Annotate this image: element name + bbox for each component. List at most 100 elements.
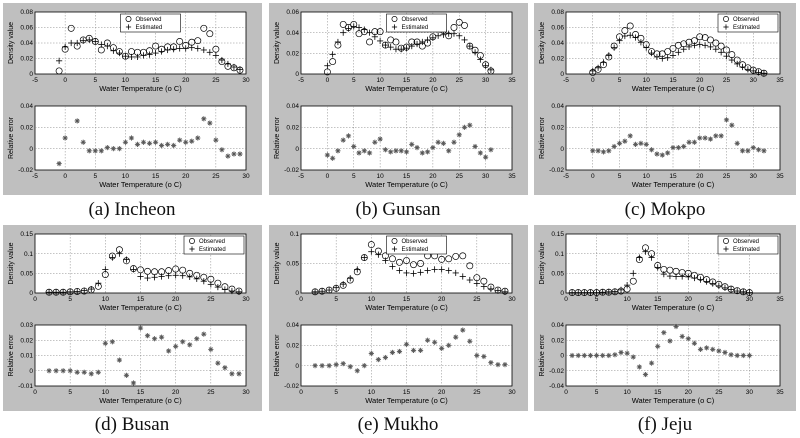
- density-ytick-label: 0.1: [555, 251, 564, 258]
- error-point: [236, 371, 242, 377]
- observed-point: [392, 38, 400, 46]
- observed-point: [137, 266, 144, 274]
- error-point: [53, 368, 59, 374]
- error-point: [502, 362, 508, 368]
- error-point: [600, 149, 607, 155]
- estimated-point: [593, 289, 600, 296]
- error-ylabel: Relative error: [8, 116, 15, 159]
- error-xtick-label: 10: [368, 389, 376, 396]
- estimated-point: [188, 44, 195, 51]
- error-point: [366, 150, 373, 156]
- density-ytick-label: 0.15: [20, 231, 33, 238]
- density-ytick-label: 0.04: [286, 30, 299, 37]
- density-xtick-label: 30: [242, 296, 250, 303]
- error-plot-area: [300, 105, 513, 171]
- error-point: [667, 338, 673, 344]
- error-xtick-label: 15: [654, 389, 662, 396]
- estimated-point: [200, 46, 207, 54]
- error-point: [665, 150, 671, 156]
- estimated-point: [382, 257, 389, 264]
- estimated-point: [230, 63, 238, 71]
- error-point: [590, 148, 596, 154]
- error-xtick-label: 30: [242, 389, 250, 396]
- estimated-point: [703, 278, 710, 285]
- error-ytick-label: 0.04: [20, 103, 33, 110]
- error-point: [201, 331, 207, 337]
- estimated-point: [116, 250, 123, 257]
- error-point: [756, 147, 762, 153]
- error-xlabel: Water Temperature (o C): [365, 396, 448, 405]
- estimated-point: [151, 274, 158, 281]
- estimated-point: [53, 289, 60, 296]
- error-ytick-label: -0.02: [549, 368, 564, 375]
- estimated-point: [116, 49, 123, 57]
- error-ytick-label: 0: [29, 146, 33, 153]
- estimated-point: [450, 30, 458, 37]
- estimated-point: [354, 266, 361, 273]
- error-point: [382, 354, 388, 361]
- density-xtick-label: 0: [326, 77, 330, 84]
- error-point: [86, 148, 92, 154]
- legend-estimated-label: Estimated: [733, 25, 760, 31]
- estimated-point: [666, 272, 674, 280]
- estimated-point: [329, 51, 336, 58]
- estimated-point: [164, 46, 171, 54]
- estimated-point: [616, 37, 623, 44]
- estimated-point: [371, 33, 378, 40]
- error-point: [81, 369, 87, 375]
- error-point: [187, 342, 193, 348]
- estimated-point: [340, 281, 347, 288]
- estimated-point: [648, 49, 655, 57]
- error-xtick-label: 0: [564, 389, 568, 396]
- estimated-point: [186, 273, 193, 280]
- error-ytick-label: 0.02: [551, 125, 564, 132]
- error-point: [750, 145, 756, 151]
- error-point: [171, 142, 177, 149]
- panel-mokpo: -5 0 5 10 15 20 25 30 35 0 0.02 0.04 0.06 0.08 Density…: [534, 3, 796, 195]
- error-point: [134, 141, 141, 147]
- error-point: [460, 327, 466, 333]
- estimated-point: [60, 289, 67, 296]
- error-point: [130, 380, 137, 386]
- error-xtick-label: 15: [403, 389, 411, 396]
- observed-point: [674, 41, 682, 49]
- estimated-point: [417, 269, 424, 276]
- legend-box: [386, 13, 447, 33]
- density-xtick-label: 0: [33, 296, 37, 303]
- chart-svg: -5 0 5 10 15 20 25 30 3500.020.040.060.08Density…: [539, 9, 784, 189]
- error-point: [345, 133, 352, 139]
- estimated-point: [74, 288, 81, 295]
- density-xtick-label: 5: [595, 296, 599, 303]
- error-xtick-label: -5: [298, 173, 304, 180]
- error-point: [745, 148, 751, 154]
- legend-estimated-marker: [189, 246, 195, 252]
- error-point: [456, 132, 462, 138]
- estimated-point: [755, 69, 762, 76]
- error-point: [183, 139, 189, 145]
- estimated-point: [611, 288, 619, 295]
- error-point: [229, 371, 235, 377]
- error-point: [451, 139, 457, 145]
- density-xtick-label: 30: [750, 77, 758, 84]
- estimated-point: [452, 269, 459, 277]
- error-xtick-label: 10: [122, 173, 130, 180]
- legend: Observed Estimated: [717, 235, 779, 255]
- error-plot-area: [34, 105, 247, 171]
- estimated-point: [575, 289, 582, 296]
- error-point: [213, 137, 219, 143]
- estimated-point: [67, 288, 74, 295]
- observed-point: [403, 257, 410, 265]
- error-point: [330, 155, 336, 161]
- estimated-point: [128, 53, 135, 61]
- error-ytick-label: 0.03: [20, 322, 33, 329]
- estimated-point: [459, 273, 466, 280]
- error-point: [144, 333, 151, 339]
- error-xtick-label: 0: [591, 173, 595, 180]
- error-point: [80, 139, 86, 145]
- error-point: [659, 152, 665, 158]
- error-ytick-label: 0.04: [286, 103, 299, 110]
- error-xtick-label: 25: [715, 389, 723, 396]
- error-point: [159, 334, 165, 340]
- estimated-point: [477, 56, 484, 63]
- error-point: [354, 368, 360, 374]
